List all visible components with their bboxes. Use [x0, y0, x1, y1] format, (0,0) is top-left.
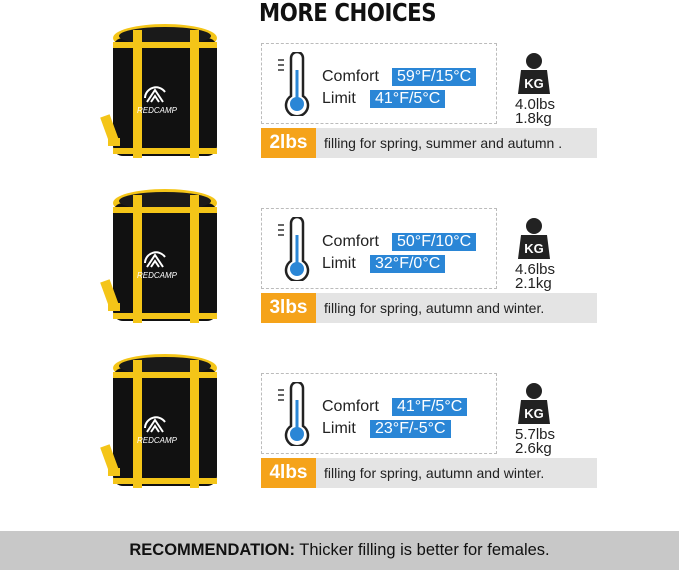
weight-kg: 2.1kg: [515, 275, 552, 292]
brand-logo: REDCAMP: [137, 436, 178, 445]
weight-kg-icon: KG: [518, 53, 550, 94]
temperature-box: Comfort 41°F/5°C Limit 23°F/-5°C: [261, 373, 497, 454]
limit-temperature: 41°F/5°C: [370, 90, 446, 108]
limit-label: Limit: [322, 420, 356, 437]
weight-kg: 1.8kg: [515, 110, 552, 127]
thermometer-icon: [278, 217, 310, 281]
limit-label: Limit: [322, 90, 356, 107]
recommendation-text: Thicker filling is better for females.: [299, 541, 550, 559]
kg-icon-text: KG: [524, 241, 544, 256]
product-row: REDCAMP Comfort 50°F/10°C Limit 32°F/0°C…: [0, 165, 679, 325]
kg-icon-text: KG: [524, 406, 544, 421]
sleeping-bag-image: REDCAMP: [100, 189, 217, 323]
page-title: MORE CHOICES: [259, 0, 437, 27]
temperature-box: Comfort 50°F/10°C Limit 32°F/0°C: [261, 208, 497, 289]
weight-kg: 2.6kg: [515, 440, 552, 457]
comfort-temperature: 59°F/15°C: [392, 68, 477, 86]
weight-lbs: 5.7lbs: [515, 426, 556, 443]
comfort-label: Comfort: [322, 398, 379, 415]
comfort-temperature: 50°F/10°C: [392, 233, 477, 251]
temperature-box: Comfort 59°F/15°C Limit 41°F/5°C: [261, 43, 497, 124]
filling-badge: 3lbs: [261, 293, 316, 323]
sleeping-bag-image: REDCAMP: [100, 354, 217, 488]
comfort-label: Comfort: [322, 68, 379, 85]
product-row: REDCAMP Comfort 59°F/15°C Limit 41°F/5°C…: [0, 0, 679, 160]
thermometer-icon: [278, 52, 310, 116]
brand-logo: REDCAMP: [137, 271, 178, 280]
filling-badge: 4lbs: [261, 458, 316, 488]
thermometer-icon: [278, 382, 310, 446]
filling-description: filling for spring, autumn and winter.: [316, 293, 597, 323]
limit-temperature: 23°F/-5°C: [370, 420, 451, 438]
product-row: REDCAMP Comfort 41°F/5°C Limit 23°F/-5°C…: [0, 330, 679, 490]
weight-kg-icon: KG: [518, 218, 550, 259]
weight-lbs: 4.6lbs: [515, 261, 556, 278]
limit-label: Limit: [322, 255, 356, 272]
kg-icon-text: KG: [524, 76, 544, 91]
sleeping-bag-image: REDCAMP: [100, 24, 217, 158]
weight-kg-icon: KG: [518, 383, 550, 424]
recommendation-bar: RECOMMENDATION: Thicker filling is bette…: [0, 531, 679, 570]
brand-logo: REDCAMP: [137, 106, 178, 115]
comfort-label: Comfort: [322, 233, 379, 250]
filling-description: filling for spring, summer and autumn .: [316, 128, 597, 158]
recommendation-label: RECOMMENDATION:: [129, 541, 295, 559]
filling-badge: 2lbs: [261, 128, 316, 158]
comfort-temperature: 41°F/5°C: [392, 398, 468, 416]
filling-description: filling for spring, autumn and winter.: [316, 458, 597, 488]
limit-temperature: 32°F/0°C: [370, 255, 446, 273]
weight-lbs: 4.0lbs: [515, 96, 556, 113]
